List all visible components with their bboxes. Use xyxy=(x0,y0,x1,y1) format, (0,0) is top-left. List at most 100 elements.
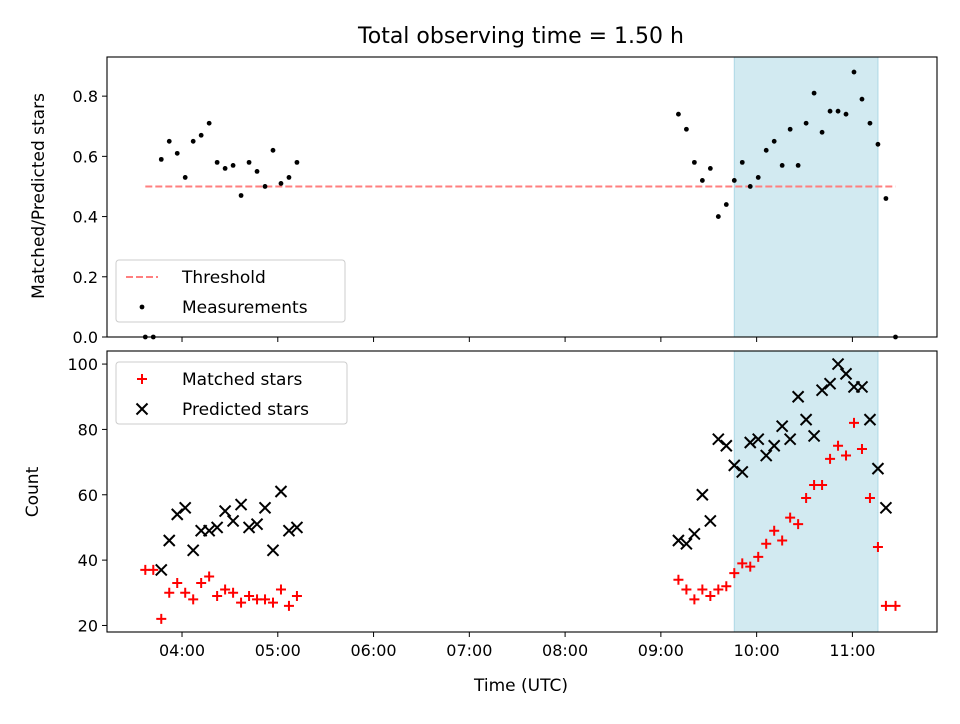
y-tick-label: 100 xyxy=(67,355,98,374)
legend-entry-label: Measurements xyxy=(182,298,308,318)
matched-stars-point xyxy=(148,564,159,575)
matched-stars-point xyxy=(689,594,700,605)
predicted-stars-point xyxy=(179,501,192,515)
measurement-point xyxy=(755,175,761,180)
measurement-point xyxy=(278,181,284,186)
predicted-stars-point xyxy=(680,537,693,550)
x-tick-label: 05:00 xyxy=(255,641,301,660)
matched-stars-point xyxy=(890,600,901,611)
matched-stars-point xyxy=(872,542,883,553)
y-axis-label-top: Matched/Predicted stars xyxy=(29,93,49,299)
matched-stars-point xyxy=(244,591,255,602)
axes-frame xyxy=(106,350,938,633)
axes-frame xyxy=(106,56,938,338)
predicted-stars-point xyxy=(290,521,304,534)
measurement-point xyxy=(787,126,793,132)
y-tick-label: 20 xyxy=(78,616,98,635)
measurement-point xyxy=(715,214,721,219)
predicted-stars-point xyxy=(736,465,749,479)
y-tick-label: 40 xyxy=(78,551,98,570)
predicted-stars-point xyxy=(712,433,725,446)
predicted-stars-point xyxy=(688,527,701,541)
predicted-stars-point xyxy=(831,357,845,371)
x-tick-label: 07:00 xyxy=(446,641,492,660)
measurement-point xyxy=(238,193,244,198)
measurement-point xyxy=(158,156,164,162)
predicted-stars-point xyxy=(855,380,869,394)
measurement-point xyxy=(835,108,841,114)
predicted-stars-point xyxy=(767,439,781,452)
predicted-stars-point xyxy=(807,429,821,443)
y-tick-label: 0.6 xyxy=(73,147,98,166)
measurement-point xyxy=(795,162,801,168)
matched-stars-point xyxy=(697,584,708,595)
measurement-point xyxy=(198,132,204,138)
matched-stars-point xyxy=(212,591,223,602)
measurement-point xyxy=(174,150,180,156)
x-tick-label: 06:00 xyxy=(351,641,397,660)
measurement-point xyxy=(867,120,873,126)
predicted-stars-point xyxy=(744,436,757,449)
predicted-stars-point xyxy=(775,419,789,433)
x-tick-label: 09:00 xyxy=(638,641,684,660)
measurement-point xyxy=(262,184,268,189)
observing-window-span xyxy=(733,56,879,338)
measurement-point xyxy=(843,111,849,117)
y-tick-label: 0.2 xyxy=(73,268,98,287)
measurement-point xyxy=(779,162,785,168)
predicted-stars-point xyxy=(171,508,184,521)
measurement-point xyxy=(811,90,817,96)
matched-stars-point xyxy=(220,584,231,595)
predicted-stars-point xyxy=(791,390,805,403)
measurement-point xyxy=(875,141,881,147)
predicted-stars-point xyxy=(234,498,248,511)
matched-stars-point xyxy=(268,597,278,608)
predicted-stars-point xyxy=(672,534,685,547)
predicted-stars-point xyxy=(752,433,765,446)
matched-stars-point xyxy=(291,591,302,602)
predicted-stars-point xyxy=(250,517,264,531)
y-tick-label: 60 xyxy=(78,486,98,505)
measurement-point xyxy=(230,162,236,168)
matched-stars-point xyxy=(275,584,286,595)
predicted-stars-point xyxy=(704,514,717,528)
matched-stars-point xyxy=(180,587,191,598)
y-tick-label: 80 xyxy=(78,420,98,439)
predicted-stars-point xyxy=(839,367,853,381)
x-tick-label: 04:00 xyxy=(159,641,205,660)
predicted-stars-point xyxy=(155,563,168,577)
measurement-point xyxy=(803,120,809,126)
measurement-point xyxy=(763,147,769,153)
measurement-point xyxy=(676,111,681,117)
matched-stars-point xyxy=(729,568,740,579)
predicted-stars-point xyxy=(871,462,885,475)
predicted-stars-point xyxy=(720,439,733,452)
predicted-stars-point xyxy=(202,524,216,537)
matched-stars-point xyxy=(204,571,215,582)
predicted-stars-point xyxy=(783,433,797,446)
measurement-point xyxy=(819,129,825,135)
matched-stars-point xyxy=(769,525,780,536)
y-tick-label: 0.4 xyxy=(73,208,98,227)
legend-box xyxy=(115,259,346,323)
measurement-point xyxy=(827,108,833,114)
predicted-stars-point xyxy=(218,504,232,518)
measurement-point xyxy=(684,126,689,132)
measurement-point xyxy=(691,159,697,165)
matched-stars-point xyxy=(880,600,891,611)
measurement-point xyxy=(294,159,300,165)
predicted-stars-point xyxy=(823,377,837,390)
observing-window-span xyxy=(733,350,879,633)
predicted-stars-point xyxy=(226,514,240,528)
legend-entry-label: Threshold xyxy=(181,268,266,288)
matched-stars-point xyxy=(156,613,167,624)
matched-stars-point xyxy=(849,417,859,428)
measurement-point xyxy=(699,178,705,183)
matched-stars-point xyxy=(841,450,852,461)
y-tick-label: 0.0 xyxy=(73,328,98,347)
measurement-point xyxy=(206,120,212,126)
panel-counts: 20 40 60 80 100 04:00 05:00 06:00 07:00 08:00 09:0… xyxy=(67,350,938,660)
predicted-stars-point xyxy=(863,413,877,426)
measurement-point xyxy=(286,175,292,180)
matched-stars-point xyxy=(801,493,812,504)
